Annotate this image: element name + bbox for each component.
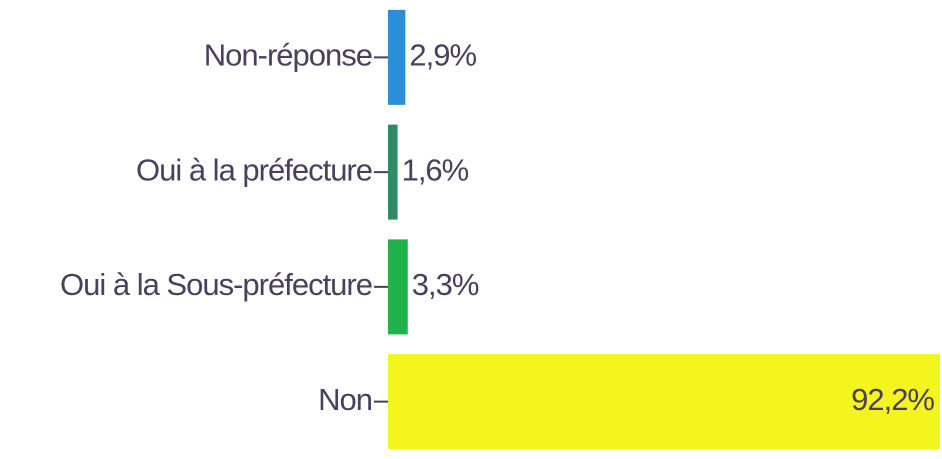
category-label: Oui à la préfecture	[136, 152, 372, 187]
value-label: 92,2%	[851, 382, 934, 417]
bar	[388, 354, 940, 450]
bar	[388, 124, 398, 220]
category-label: Oui à la Sous-préfecture	[60, 267, 372, 302]
value-label: 3,3%	[412, 267, 479, 302]
value-label: 1,6%	[402, 152, 469, 187]
category-label: Non	[318, 382, 372, 417]
bar	[388, 9, 406, 105]
bar	[388, 239, 408, 335]
value-label: 2,9%	[409, 38, 476, 73]
category-label: Non-réponse	[204, 38, 372, 73]
